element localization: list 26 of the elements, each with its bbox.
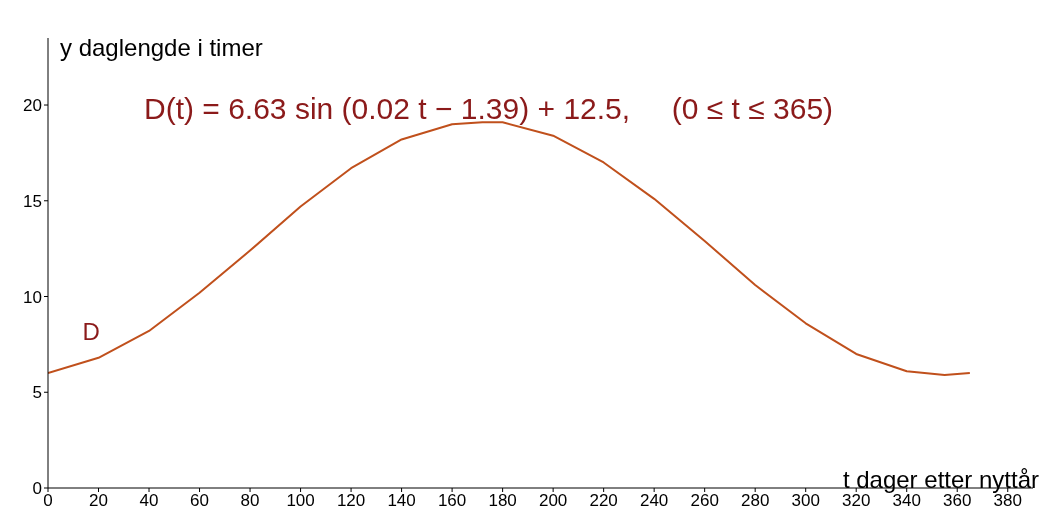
y-tick-label: 15 [23,191,42,211]
x-tick-label: 160 [437,491,467,511]
x-axis-title: t dager etter nyttår [842,466,1039,494]
x-tick-label: 20 [89,491,108,511]
x-tick-label: 240 [639,491,669,511]
x-tick-label: 80 [240,491,260,511]
x-tick-label: 60 [190,491,209,511]
x-tick-label: 120 [336,491,366,511]
x-tick-label: 280 [740,491,770,511]
x-tick-label: 260 [690,491,719,511]
y-tick-label: 10 [23,287,42,307]
series-label: D [82,317,100,345]
x-tick-label: 300 [791,491,820,511]
x-tick-label: 360 [943,491,972,511]
x-tick-label: 40 [139,491,159,511]
x-tick-label: 320 [842,491,871,511]
x-tick-label: 340 [892,491,921,511]
x-tick-label: 220 [589,491,618,511]
text: D(t) = 6.63 sin (0.02 t − 1.39) + 12.5, (0 ≤ t ≤ 365) [144,92,834,126]
y-tick-label: 5 [32,383,42,403]
x-tick-label: 140 [387,491,416,511]
x-tick-label: 200 [538,491,568,511]
x-tick-label: 100 [286,491,315,511]
x-tick-label: 180 [488,491,517,511]
y-tick-label: 20 [23,96,42,116]
y-axis-title: y daglengde i timer [60,34,263,62]
